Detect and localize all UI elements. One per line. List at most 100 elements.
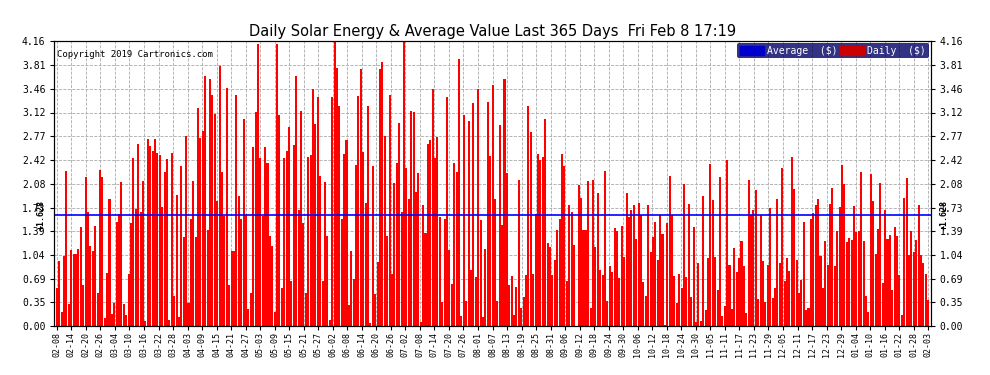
Bar xyxy=(269,236,271,326)
Bar xyxy=(707,258,709,326)
Bar xyxy=(453,163,455,326)
Bar xyxy=(288,128,290,326)
Bar xyxy=(877,229,879,326)
Bar xyxy=(700,321,702,326)
Bar xyxy=(506,172,508,326)
Bar xyxy=(884,210,886,326)
Bar xyxy=(666,223,668,326)
Bar xyxy=(344,154,346,326)
Bar xyxy=(724,306,726,326)
Bar xyxy=(513,315,515,326)
Bar xyxy=(379,69,381,326)
Bar xyxy=(791,157,793,326)
Bar xyxy=(762,261,764,326)
Bar xyxy=(565,280,567,326)
Bar xyxy=(808,308,810,326)
Bar xyxy=(779,263,781,326)
Bar xyxy=(444,219,446,326)
Bar xyxy=(355,165,357,326)
Bar xyxy=(633,205,635,326)
Bar xyxy=(70,250,72,326)
Bar xyxy=(796,260,798,326)
Bar xyxy=(190,219,192,326)
Bar xyxy=(261,216,263,326)
Bar xyxy=(123,304,125,326)
Bar xyxy=(254,112,256,326)
Bar xyxy=(310,155,312,326)
Bar xyxy=(317,97,319,326)
Bar xyxy=(322,281,324,326)
Bar xyxy=(855,232,857,326)
Bar xyxy=(918,205,920,326)
Bar xyxy=(199,138,202,326)
Bar xyxy=(578,185,580,326)
Bar xyxy=(685,278,687,326)
Bar xyxy=(736,272,738,326)
Bar xyxy=(415,192,417,326)
Bar xyxy=(731,309,733,326)
Bar xyxy=(729,265,731,326)
Bar xyxy=(585,230,587,326)
Bar xyxy=(817,199,819,326)
Bar xyxy=(202,131,204,326)
Bar xyxy=(752,210,754,326)
Bar xyxy=(925,273,927,326)
Bar xyxy=(518,180,520,326)
Bar xyxy=(837,231,839,326)
Bar xyxy=(84,177,86,326)
Bar xyxy=(695,322,697,326)
Bar xyxy=(915,240,918,326)
Bar xyxy=(587,181,589,326)
Bar xyxy=(845,243,847,326)
Bar xyxy=(231,251,233,326)
Bar xyxy=(346,140,347,326)
Bar xyxy=(886,239,889,326)
Bar xyxy=(739,258,741,326)
Bar xyxy=(879,183,881,326)
Bar xyxy=(121,182,123,326)
Bar xyxy=(462,116,465,326)
Bar xyxy=(913,252,915,326)
Text: +1.628: +1.628 xyxy=(37,200,46,230)
Bar xyxy=(295,76,297,326)
Bar xyxy=(138,144,140,326)
Bar xyxy=(163,172,165,326)
Bar xyxy=(460,316,462,326)
Bar xyxy=(315,124,317,326)
Bar xyxy=(556,230,558,326)
Bar xyxy=(568,204,570,326)
Bar xyxy=(376,262,378,326)
Bar xyxy=(116,222,118,326)
Bar xyxy=(810,219,812,326)
Bar xyxy=(671,215,673,326)
Bar xyxy=(362,152,364,326)
Bar xyxy=(359,69,362,326)
Bar xyxy=(133,158,135,326)
Title: Daily Solar Energy & Average Value Last 365 Days  Fri Feb 8 17:19: Daily Solar Energy & Average Value Last … xyxy=(248,24,737,39)
Bar xyxy=(149,146,151,326)
Bar xyxy=(477,89,479,326)
Bar xyxy=(607,301,609,326)
Bar xyxy=(705,310,707,326)
Bar xyxy=(408,199,410,326)
Bar xyxy=(923,263,925,326)
Bar xyxy=(465,301,467,326)
Bar xyxy=(113,303,115,326)
Bar xyxy=(544,119,546,326)
Bar xyxy=(180,166,182,326)
Bar xyxy=(832,188,834,326)
Bar xyxy=(862,241,864,326)
Bar xyxy=(719,177,721,326)
Bar xyxy=(185,136,187,326)
Bar xyxy=(631,210,633,326)
Bar xyxy=(479,220,481,326)
Bar xyxy=(742,266,744,326)
Bar xyxy=(271,246,273,326)
Bar xyxy=(523,297,525,326)
Bar xyxy=(319,176,321,326)
Bar xyxy=(249,293,251,326)
Bar xyxy=(745,314,747,326)
Bar xyxy=(616,231,618,326)
Bar xyxy=(680,288,683,326)
Bar xyxy=(396,163,398,326)
